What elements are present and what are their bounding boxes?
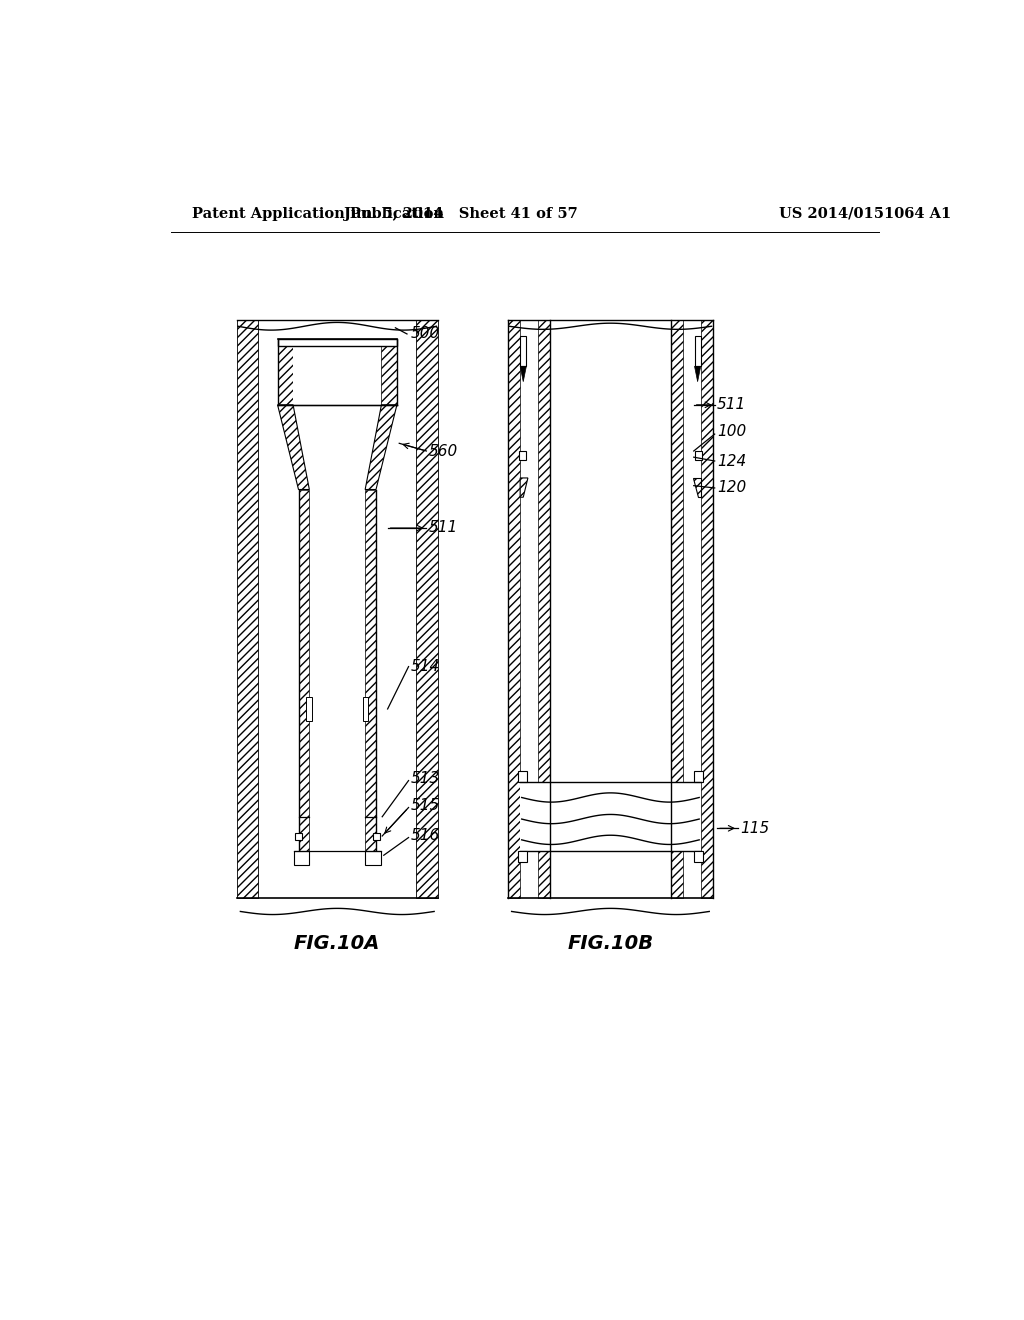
Bar — [381, 346, 397, 405]
Bar — [550, 321, 671, 898]
Text: 514: 514 — [411, 659, 440, 675]
Text: 511: 511 — [717, 397, 746, 412]
Bar — [258, 321, 417, 898]
Text: 560: 560 — [429, 444, 458, 458]
Polygon shape — [366, 405, 397, 490]
Bar — [366, 851, 381, 866]
Text: US 2014/0151064 A1: US 2014/0151064 A1 — [779, 207, 951, 220]
Bar — [520, 335, 526, 366]
Bar — [508, 321, 520, 898]
Bar — [518, 451, 526, 461]
Bar — [293, 346, 381, 405]
Bar — [306, 697, 311, 721]
Text: FIG.10B: FIG.10B — [567, 935, 653, 953]
Bar — [700, 321, 713, 898]
Bar — [373, 833, 380, 840]
Text: 511: 511 — [429, 520, 458, 536]
Bar — [278, 339, 397, 346]
Bar — [417, 321, 438, 898]
Text: 115: 115 — [740, 821, 769, 836]
Text: Jun. 5, 2014   Sheet 41 of 57: Jun. 5, 2014 Sheet 41 of 57 — [344, 207, 579, 220]
Text: 516: 516 — [411, 829, 440, 843]
Bar — [693, 851, 703, 862]
Bar — [538, 321, 550, 898]
Text: 100: 100 — [717, 424, 746, 440]
Polygon shape — [694, 367, 700, 381]
Bar — [693, 771, 703, 781]
Text: 500: 500 — [411, 326, 440, 342]
Bar — [294, 851, 309, 866]
Bar — [362, 697, 369, 721]
Bar — [518, 771, 527, 781]
Polygon shape — [693, 478, 700, 498]
Bar — [671, 321, 683, 898]
Text: 515: 515 — [411, 797, 440, 813]
Polygon shape — [520, 478, 528, 498]
Bar — [518, 851, 527, 862]
Text: FIG.10A: FIG.10A — [294, 935, 381, 953]
Bar — [520, 321, 538, 898]
Text: 513: 513 — [411, 771, 440, 785]
Bar — [520, 781, 700, 851]
Bar — [366, 490, 376, 855]
Polygon shape — [520, 367, 526, 381]
Bar — [278, 346, 293, 405]
Bar — [295, 833, 302, 840]
Text: Patent Application Publication: Patent Application Publication — [191, 207, 443, 220]
Bar — [309, 490, 366, 855]
Polygon shape — [278, 405, 309, 490]
Bar — [237, 321, 258, 898]
Text: 120: 120 — [717, 480, 746, 495]
Bar — [683, 321, 700, 898]
Bar — [299, 490, 309, 855]
Bar — [694, 451, 702, 461]
Text: 124: 124 — [717, 454, 746, 469]
Bar — [694, 335, 700, 366]
